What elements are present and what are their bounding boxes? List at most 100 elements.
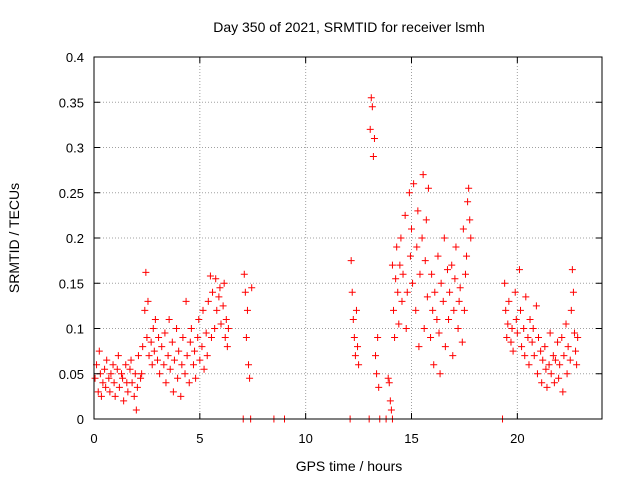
data-point [390, 306, 398, 314]
data-point [181, 370, 189, 378]
data-point [350, 334, 358, 342]
data-point [551, 356, 559, 364]
data-point [454, 325, 462, 332]
data-point [115, 383, 123, 391]
data-point [512, 315, 520, 323]
data-point [114, 352, 122, 360]
data-point [145, 352, 153, 360]
data-point [148, 361, 156, 369]
data-point [525, 361, 533, 369]
data-point [131, 370, 139, 378]
data-point [518, 343, 526, 351]
data-point [170, 356, 178, 364]
y-tick-label: 0.15 [59, 276, 84, 291]
data-point [119, 374, 127, 382]
data-point [124, 388, 132, 396]
data-point [204, 297, 212, 305]
y-tick-label: 0.3 [66, 141, 84, 156]
data-point [348, 288, 356, 296]
data-point [245, 361, 253, 369]
data-point [556, 361, 564, 369]
data-point [572, 347, 580, 355]
x-tick-label: 0 [90, 431, 97, 446]
data-point [560, 352, 568, 360]
data-point [524, 334, 532, 342]
x-tick-label: 15 [404, 431, 418, 446]
data-point [563, 370, 571, 378]
data-point [206, 272, 214, 280]
data-point [95, 347, 103, 355]
data-point [216, 284, 224, 292]
data-point [533, 370, 541, 378]
data-point [156, 370, 164, 378]
data-point [174, 374, 182, 382]
data-point [209, 288, 217, 296]
data-point [372, 352, 380, 360]
data-point [122, 361, 130, 369]
data-point [162, 379, 170, 387]
data-point [511, 288, 519, 296]
data-point [433, 315, 441, 323]
data-point [501, 279, 509, 287]
data-point [101, 365, 109, 373]
data-point [463, 252, 471, 260]
data-point [130, 392, 138, 400]
data-point [419, 171, 427, 179]
data-point [388, 261, 396, 269]
data-point [195, 315, 203, 323]
data-point [138, 370, 146, 378]
y-tick-label: 0.2 [66, 231, 84, 246]
data-point [504, 320, 512, 328]
data-point [166, 365, 174, 373]
data-point [574, 334, 582, 342]
data-point [416, 270, 424, 278]
data-point [428, 270, 436, 278]
data-point [535, 334, 542, 342]
data-point [558, 334, 566, 342]
data-point [91, 374, 99, 382]
data-point [385, 379, 393, 387]
data-point [564, 343, 572, 351]
data-point [431, 288, 439, 296]
data-point [132, 406, 140, 414]
data-point [415, 343, 423, 351]
data-point [532, 302, 540, 310]
data-point [440, 234, 448, 242]
data-point [542, 365, 550, 373]
data-point [528, 338, 536, 346]
data-points [91, 94, 582, 423]
data-point [449, 352, 457, 360]
data-point [243, 306, 251, 314]
data-point [212, 275, 220, 283]
data-point [173, 325, 181, 332]
data-point [413, 243, 421, 251]
data-point [351, 352, 359, 360]
data-point [430, 361, 438, 369]
data-point [439, 297, 447, 305]
data-point [248, 284, 256, 292]
data-point [165, 315, 173, 323]
data-point [502, 306, 510, 314]
data-point [149, 325, 157, 332]
data-point [354, 343, 362, 351]
data-point [215, 293, 223, 301]
data-point [526, 315, 534, 323]
data-point [191, 347, 199, 355]
data-point [355, 361, 363, 369]
data-point [128, 379, 136, 387]
data-point [213, 306, 221, 314]
data-point [393, 243, 401, 251]
chart-title: Day 350 of 2021, SRMTID for receiver lsm… [213, 19, 485, 35]
data-point [509, 347, 517, 355]
data-point [420, 325, 428, 332]
data-point [211, 325, 219, 332]
data-point [186, 338, 194, 346]
data-point [224, 325, 232, 332]
data-point [521, 352, 529, 360]
data-point [221, 334, 229, 342]
data-point [97, 392, 105, 400]
data-point [456, 284, 464, 292]
data-point [105, 374, 113, 382]
data-point [566, 356, 574, 364]
